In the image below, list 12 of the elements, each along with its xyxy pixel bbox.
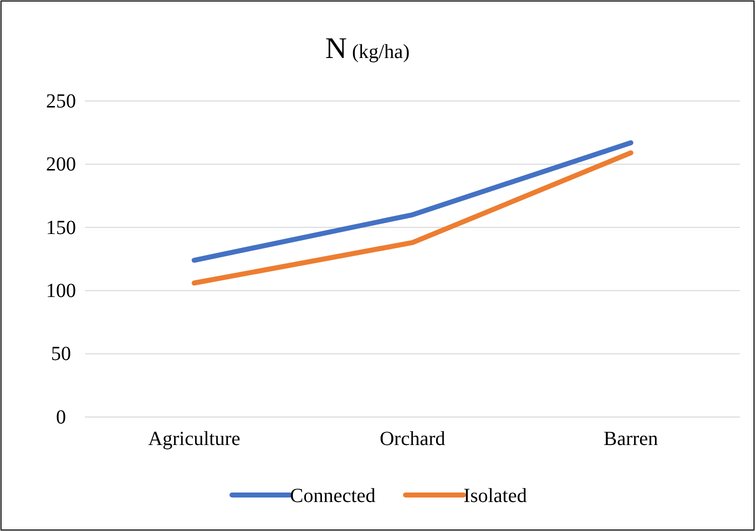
- x-tick-label: Agriculture: [148, 428, 240, 450]
- y-tick-label: 150: [46, 216, 76, 239]
- y-tick-label: 0: [56, 406, 66, 428]
- y-tick-label: 100: [46, 280, 76, 302]
- legend-label: Connected: [290, 485, 376, 507]
- y-tick-label: 250: [46, 90, 76, 112]
- x-tick-label: Orchard: [380, 428, 446, 450]
- x-tick-label: Barren: [604, 428, 658, 450]
- y-tick-label: 200: [46, 154, 76, 176]
- y-tick-label: 50: [51, 343, 71, 366]
- legend-label: Isolated: [464, 485, 527, 507]
- chart-title: N (kg/ha): [325, 32, 410, 65]
